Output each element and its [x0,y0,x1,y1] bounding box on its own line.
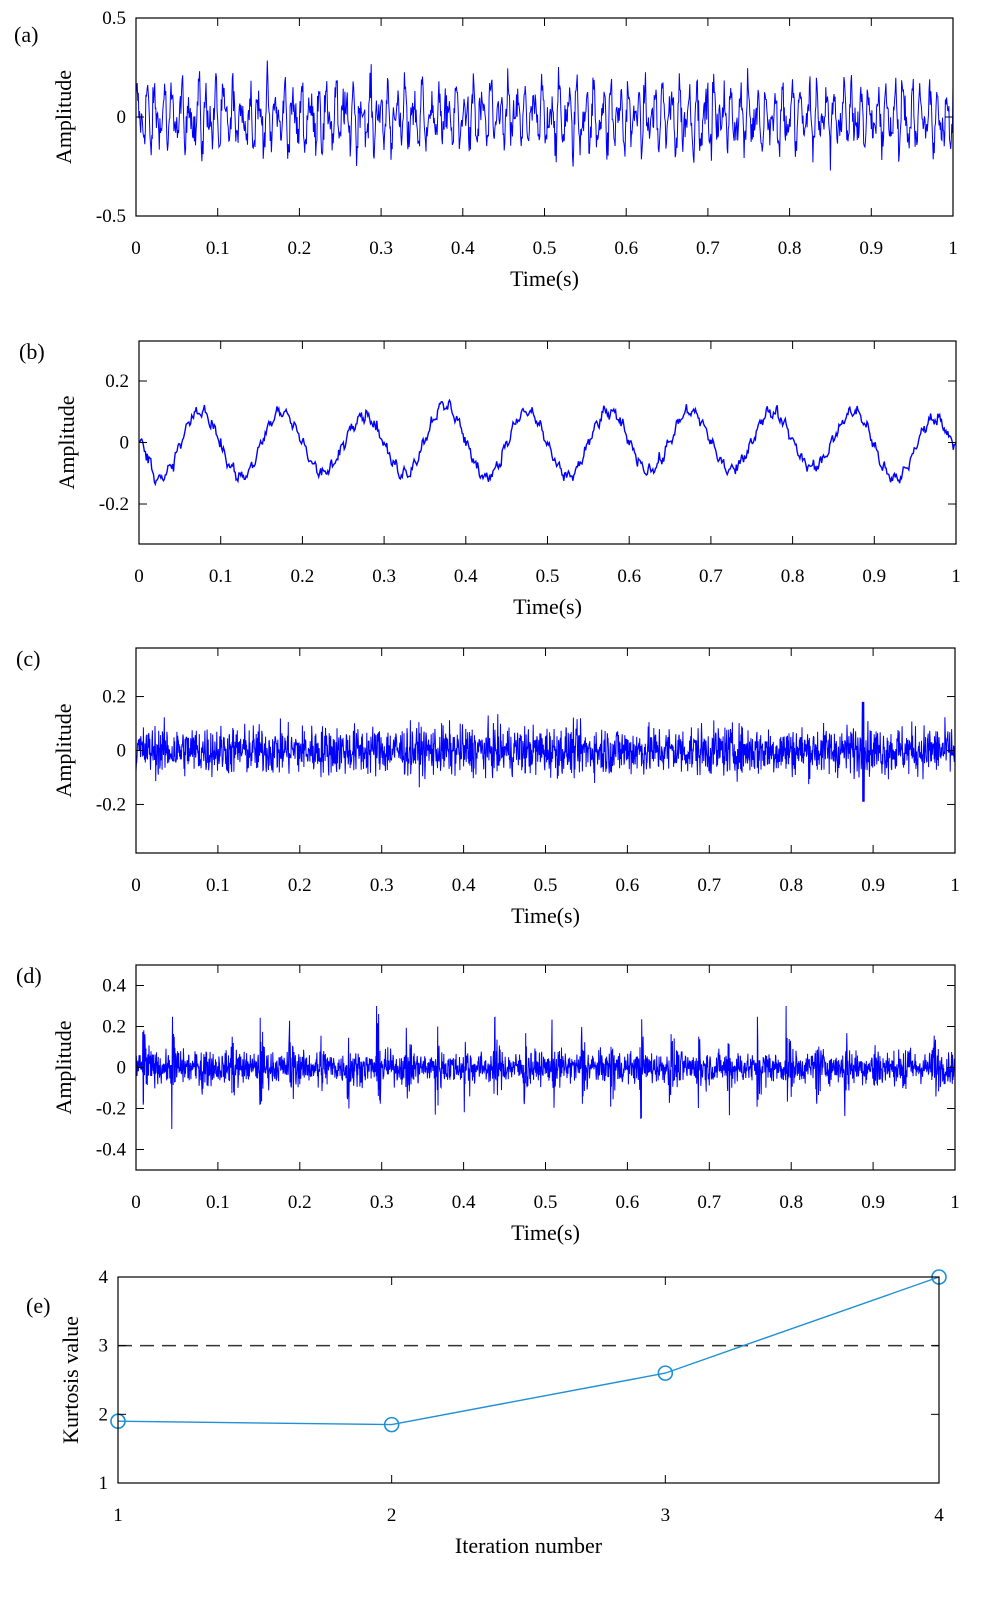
y-tick-label: 0.2 [102,1017,126,1038]
y-tick-label: -0.5 [96,206,126,227]
panel-label: (e) [26,1293,50,1318]
x-tick-label: 0.8 [779,875,803,896]
panel-label: (b) [19,339,45,364]
x-tick-label: 1 [951,566,961,587]
x-tick-label: 0.6 [617,566,641,587]
y-tick-label: 0.4 [102,976,126,997]
y-axis-title: Kurtosis value [58,1316,83,1444]
x-tick-label: 0.9 [861,1192,885,1213]
x-tick-label: 0.6 [616,1192,640,1213]
x-tick-label: 0.9 [862,566,886,587]
x-tick-label: 0.2 [291,566,315,587]
x-tick-label: 4 [934,1505,944,1526]
x-tick-label: 0.3 [370,875,394,896]
x-tick-label: 0.4 [452,1192,476,1213]
x-tick-label: 0.2 [288,1192,312,1213]
panel-label: (c) [16,646,40,671]
x-tick-label: 0.9 [859,238,883,259]
panel-label: (a) [14,22,38,47]
x-tick-label: 1 [113,1505,123,1526]
x-tick-label: 0.8 [779,1192,803,1213]
panel-label: (d) [16,963,42,988]
series-line [135,1005,956,1130]
series-line [135,701,956,802]
x-tick-label: 0.1 [206,875,230,896]
x-tick-label: 0.3 [369,238,393,259]
panel-a: (a)0 0.1 0.2 0.3 0.4 0.5 0.6 0.7 0.8 0.9 1-0.500.5… [14,8,958,291]
x-tick-label: 0.7 [699,566,723,587]
x-tick-label: 1 [948,238,958,259]
y-tick-label: 4 [99,1267,109,1288]
x-tick-label: 0.3 [372,566,396,587]
x-tick-label: 1 [950,875,960,896]
series-line [135,60,954,171]
x-tick-label: 0.5 [536,566,560,587]
x-tick-label: 0 [131,238,141,259]
x-tick-label: 0.7 [696,238,720,259]
panel-d: (d) 0 0.1 0.2 0.3 0.4 0.5 0.6 0.7 0.8 0.9 1 -0.4 -0.2… [16,963,960,1245]
y-tick-label: 0.5 [102,8,126,29]
x-tick-label: 0.4 [454,566,478,587]
x-tick-label: 0.5 [533,238,557,259]
x-tick-label: 0.8 [781,566,805,587]
y-tick-label: -0.4 [96,1140,127,1161]
y-axis-title: Amplitude [51,70,76,164]
y-tick-label: 0 [117,741,127,762]
x-tick-label: 0.7 [697,875,721,896]
x-tick-label: 0.1 [206,238,230,259]
y-tick-label: 0 [117,1058,127,1079]
x-axis-title: Time(s) [511,1220,580,1245]
y-axis-title: Amplitude [54,395,79,489]
y-tick-label: 0.2 [102,687,126,708]
x-tick-label: 0.3 [370,1192,394,1213]
y-tick-label: -0.2 [96,1099,126,1120]
axes-box [117,1276,940,1484]
y-tick-label: 0 [120,433,130,454]
y-tick-label: 2 [99,1404,109,1425]
x-tick-label: 0.5 [534,875,558,896]
x-tick-label: 0.1 [209,566,233,587]
y-axis-title: Amplitude [51,1020,76,1114]
data-point-marker [657,1365,674,1381]
x-axis-title: Time(s) [510,266,579,291]
x-tick-label: 0 [134,566,144,587]
x-tick-label: 0.8 [778,238,802,259]
x-tick-label: 0.2 [288,238,312,259]
x-tick-label: 0.7 [697,1192,721,1213]
y-tick-label: 0.2 [105,371,129,392]
data-point-marker [383,1416,400,1433]
x-tick-label: 3 [661,1505,671,1526]
x-axis-title: Time(s) [511,903,580,928]
y-tick-label: -0.2 [99,494,129,515]
x-tick-label: 0.1 [206,1192,230,1213]
x-tick-label: 0 [131,875,141,896]
x-tick-label: 0.6 [616,875,640,896]
y-tick-label: 3 [99,1336,109,1357]
x-tick-label: 1 [950,1192,960,1213]
panel-e: (e) 1 2 3 4 1 2 3 4 Iteration number Kurtosis valu… [26,1267,947,1558]
x-tick-label: 0 [131,1192,141,1213]
x-tick-label: 0.4 [452,875,476,896]
y-tick-label: 1 [99,1473,109,1494]
series-line [117,1276,940,1426]
series-line [138,398,957,487]
x-tick-label: 0.5 [534,1192,558,1213]
panel-b: (b) 0 0.1 0.2 0.3 0.4 0.5 0.6 0.7 0.8 0.9 1 -0.2 0 0.2… [19,339,961,619]
y-tick-label: 0 [117,107,127,128]
y-axis-title: Amplitude [51,703,76,797]
x-tick-label: 0.2 [288,875,312,896]
panel-c: (c) 0 0.1 0.2 0.3 0.4 0.5 0.6 0.7 0.8 0.9 1 -0.2 0 0.2… [16,646,960,928]
x-axis-title: Time(s) [513,594,582,619]
x-tick-label: 2 [387,1505,397,1526]
y-tick-label: -0.2 [96,794,126,815]
x-tick-label: 0.6 [614,238,638,259]
x-axis-title: Iteration number [455,1533,603,1558]
x-tick-label: 0.4 [451,238,475,259]
x-tick-label: 0.9 [861,875,885,896]
